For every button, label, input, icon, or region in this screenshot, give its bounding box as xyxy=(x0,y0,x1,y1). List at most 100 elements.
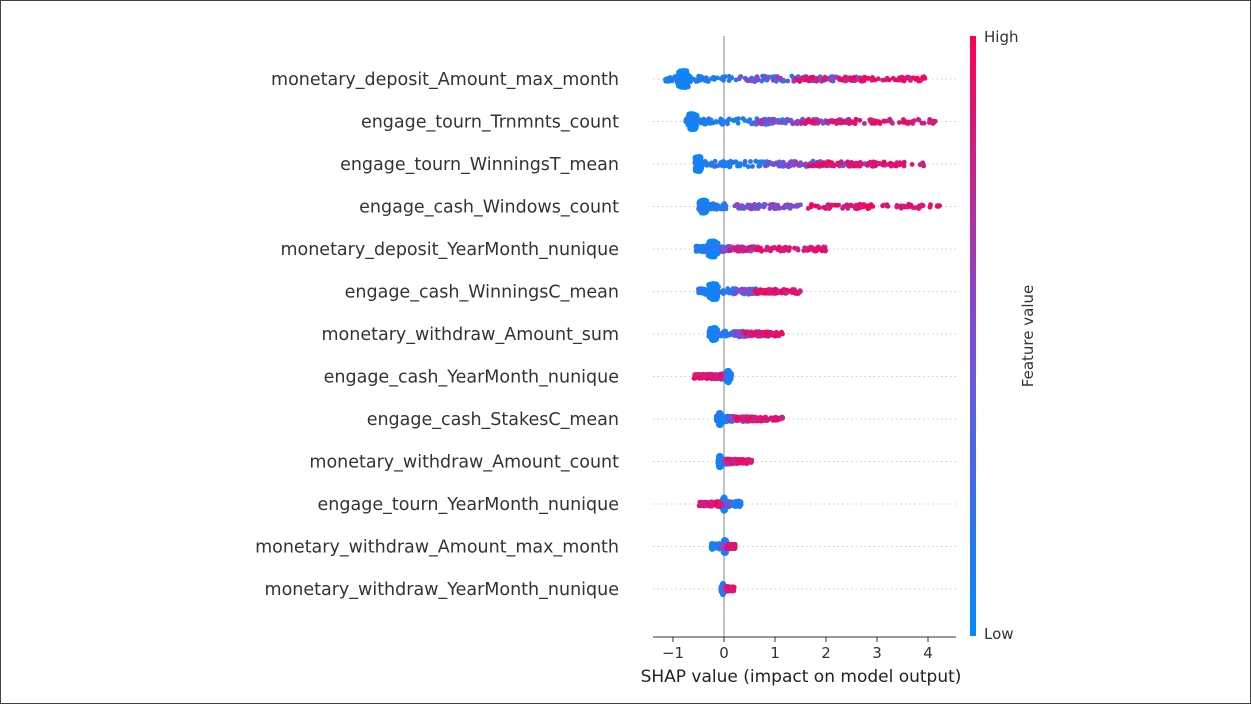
feature-point-group xyxy=(663,68,928,90)
shap-point xyxy=(726,78,732,83)
shap-point xyxy=(822,160,828,166)
shap-point xyxy=(798,202,803,208)
shap-point xyxy=(810,162,816,168)
shap-point xyxy=(723,74,728,79)
shap-point xyxy=(896,77,901,82)
shap-point xyxy=(749,245,755,251)
shap-point xyxy=(694,119,700,125)
shap-point xyxy=(677,74,682,79)
shap-point xyxy=(722,329,728,335)
shap-point xyxy=(739,204,745,209)
shap-point xyxy=(740,415,745,421)
shap-point xyxy=(752,330,757,336)
shap-point xyxy=(775,417,780,422)
shap-point xyxy=(705,118,710,124)
feature-point-group xyxy=(706,325,785,343)
shap-point xyxy=(736,76,742,82)
shap-point xyxy=(802,245,808,251)
shap-point xyxy=(827,159,832,165)
shap-point xyxy=(899,74,905,80)
shap-point xyxy=(727,247,733,253)
shap-point xyxy=(727,290,732,296)
shap-point xyxy=(705,207,710,212)
shap-point xyxy=(751,417,757,423)
shap-point xyxy=(870,163,876,169)
shap-point xyxy=(817,205,822,211)
shap-point xyxy=(750,164,755,169)
shap-point xyxy=(852,121,858,127)
shap-point xyxy=(822,248,828,254)
feature-point-group xyxy=(696,281,803,302)
shap-point xyxy=(732,499,738,505)
feature-point-group xyxy=(714,410,785,428)
shap-point xyxy=(722,201,727,206)
shap-point xyxy=(759,248,765,253)
shap-point xyxy=(704,245,710,251)
shap-point xyxy=(813,78,819,84)
shap-point xyxy=(818,162,823,168)
shap-point xyxy=(850,163,856,169)
shap-point xyxy=(757,159,763,165)
shap-point xyxy=(727,164,733,169)
shap-point xyxy=(683,118,689,124)
shap-point xyxy=(714,119,719,125)
shap-point xyxy=(908,202,914,208)
shap-point xyxy=(720,122,725,127)
shap-point xyxy=(733,504,739,509)
shap-point xyxy=(758,330,763,336)
shap-point xyxy=(785,78,791,84)
shap-point xyxy=(693,163,699,169)
shap-point xyxy=(762,330,768,336)
shap-point xyxy=(884,118,890,124)
shap-point xyxy=(756,163,762,169)
shap-point xyxy=(746,164,751,170)
shap-point xyxy=(837,77,842,82)
shap-point xyxy=(830,77,836,83)
shap-point xyxy=(728,158,733,164)
shap-point xyxy=(746,331,751,337)
shap-point xyxy=(851,75,857,80)
shap-point xyxy=(774,118,779,123)
shap-point xyxy=(711,75,717,80)
shap-point xyxy=(766,417,772,422)
shap-point xyxy=(858,78,863,84)
shap-point xyxy=(790,289,795,295)
shap-point xyxy=(766,121,771,127)
shap-point xyxy=(909,162,915,167)
shap-point xyxy=(927,120,932,125)
shap-point xyxy=(791,162,797,168)
feature-point-group xyxy=(696,197,943,216)
shap-point xyxy=(764,76,769,82)
shap-point xyxy=(720,159,726,164)
shap-point xyxy=(876,119,882,125)
shap-point xyxy=(737,458,743,464)
shap-point xyxy=(834,121,839,126)
shap-point xyxy=(914,75,920,81)
shap-point xyxy=(865,76,871,81)
shap-point xyxy=(718,289,724,294)
shap-point xyxy=(697,375,702,381)
shap-point xyxy=(876,161,882,167)
shap-point xyxy=(869,77,875,83)
shap-point xyxy=(921,120,927,126)
feature-point-group xyxy=(692,154,927,174)
shap-point xyxy=(786,246,792,252)
shap-point xyxy=(691,126,697,132)
shap-point xyxy=(829,202,835,208)
shap-point xyxy=(692,372,698,377)
shap-point xyxy=(917,203,922,209)
shap-point xyxy=(935,203,940,209)
shap-point xyxy=(821,77,827,83)
shap-point xyxy=(841,204,847,209)
shap-point xyxy=(885,203,891,209)
shap-point xyxy=(665,79,671,84)
shap-point xyxy=(829,119,835,125)
shap-point xyxy=(810,119,816,125)
shap-point xyxy=(767,206,773,211)
shap-point xyxy=(714,417,720,422)
shap-point xyxy=(731,333,737,338)
shap-point xyxy=(922,75,928,81)
shap-point xyxy=(901,78,907,84)
shap-point xyxy=(701,372,707,378)
